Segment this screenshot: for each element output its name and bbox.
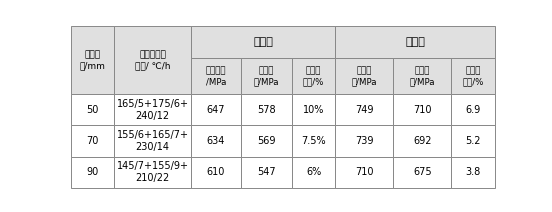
Bar bbox=[292, 58, 335, 94]
Text: 155/6+165/7+
230/14: 155/6+165/7+ 230/14 bbox=[116, 130, 189, 152]
Text: 抗拉强度
/MPa: 抗拉强度 /MPa bbox=[206, 66, 226, 86]
Bar bbox=[292, 94, 335, 126]
Bar bbox=[190, 58, 241, 94]
Text: 10%: 10% bbox=[303, 105, 325, 115]
Text: 145/7+155/9+
210/22: 145/7+155/9+ 210/22 bbox=[116, 161, 189, 183]
Bar bbox=[335, 94, 394, 126]
Bar bbox=[452, 157, 495, 188]
Bar bbox=[71, 26, 114, 94]
Text: 屈服强
度/MPa: 屈服强 度/MPa bbox=[254, 66, 279, 86]
Bar bbox=[394, 58, 452, 94]
Bar bbox=[241, 157, 292, 188]
Bar bbox=[241, 126, 292, 157]
Bar bbox=[114, 157, 190, 188]
Text: 抗拉强
度/MPa: 抗拉强 度/MPa bbox=[352, 66, 377, 86]
Bar bbox=[241, 58, 292, 94]
Text: 547: 547 bbox=[257, 167, 276, 177]
Text: 569: 569 bbox=[257, 136, 276, 146]
Text: 时效后: 时效后 bbox=[405, 37, 425, 47]
Bar bbox=[394, 126, 452, 157]
Bar bbox=[452, 94, 495, 126]
Bar bbox=[452, 126, 495, 157]
Bar bbox=[394, 157, 452, 188]
Text: 634: 634 bbox=[207, 136, 225, 146]
Text: 时效热处理
工艺/ ℃/h: 时效热处理 工艺/ ℃/h bbox=[135, 50, 171, 70]
Bar bbox=[71, 94, 114, 126]
Bar bbox=[71, 157, 114, 188]
Bar bbox=[335, 126, 394, 157]
Text: 7.5%: 7.5% bbox=[301, 136, 326, 146]
Text: 70: 70 bbox=[87, 136, 99, 146]
Text: 90: 90 bbox=[87, 167, 99, 177]
Text: 屈服强
度/MPa: 屈服强 度/MPa bbox=[410, 66, 435, 86]
Text: 3.8: 3.8 bbox=[465, 167, 481, 177]
Bar bbox=[190, 126, 241, 157]
Bar bbox=[394, 94, 452, 126]
Bar bbox=[114, 26, 190, 94]
Text: 6.9: 6.9 bbox=[465, 105, 481, 115]
Bar bbox=[335, 26, 495, 58]
Text: 6%: 6% bbox=[306, 167, 321, 177]
Text: 710: 710 bbox=[413, 105, 432, 115]
Bar bbox=[241, 94, 292, 126]
Text: 断后伸
长率/%: 断后伸 长率/% bbox=[463, 66, 484, 86]
Text: 710: 710 bbox=[355, 167, 374, 177]
Text: 578: 578 bbox=[257, 105, 276, 115]
Bar bbox=[71, 126, 114, 157]
Bar bbox=[292, 157, 335, 188]
Bar bbox=[114, 94, 190, 126]
Text: 610: 610 bbox=[207, 167, 225, 177]
Text: 675: 675 bbox=[413, 167, 432, 177]
Bar bbox=[335, 58, 394, 94]
Text: 692: 692 bbox=[413, 136, 432, 146]
Bar bbox=[292, 126, 335, 157]
Bar bbox=[335, 157, 394, 188]
Text: 断后伸
长率/%: 断后伸 长率/% bbox=[303, 66, 325, 86]
Text: 739: 739 bbox=[355, 136, 374, 146]
Bar bbox=[190, 157, 241, 188]
Bar bbox=[190, 94, 241, 126]
Bar bbox=[114, 126, 190, 157]
Text: 晶粒尺
寸/mm: 晶粒尺 寸/mm bbox=[80, 50, 106, 70]
Text: 时效前: 时效前 bbox=[253, 37, 273, 47]
Text: 647: 647 bbox=[207, 105, 225, 115]
Bar bbox=[452, 58, 495, 94]
Text: 165/5+175/6+
240/12: 165/5+175/6+ 240/12 bbox=[116, 99, 189, 121]
Text: 5.2: 5.2 bbox=[465, 136, 481, 146]
Bar bbox=[190, 26, 335, 58]
Text: 50: 50 bbox=[87, 105, 99, 115]
Text: 749: 749 bbox=[355, 105, 374, 115]
